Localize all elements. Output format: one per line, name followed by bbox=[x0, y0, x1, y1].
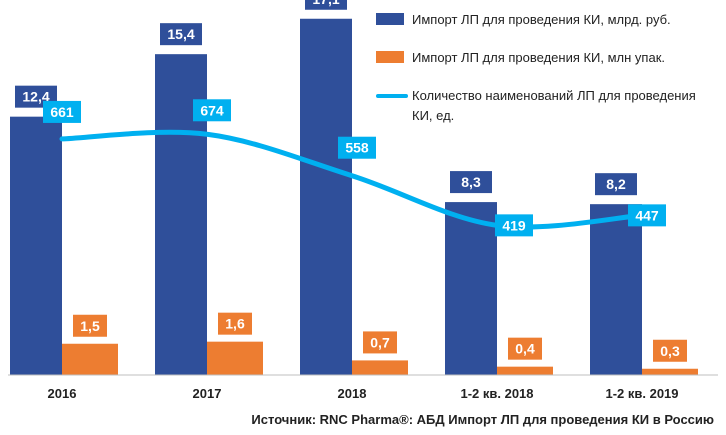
legend-label-orange: Импорт ЛП для проведения КИ, млн упак. bbox=[412, 50, 666, 65]
bar-orange-0 bbox=[62, 343, 118, 375]
source-note: Источник: RNC Pharma®: АБД Импорт ЛП для… bbox=[251, 412, 714, 427]
legend: Импорт ЛП для проведения КИ, млрд. руб. … bbox=[376, 10, 721, 144]
bar-orange-3 bbox=[497, 366, 553, 375]
bar-blue-0 bbox=[10, 116, 62, 376]
label-blue-2: 17,1 bbox=[312, 0, 339, 7]
label-blue-3: 8,3 bbox=[461, 174, 481, 190]
label-orange-1: 1,6 bbox=[225, 316, 245, 332]
label-line-0-box bbox=[43, 100, 81, 123]
label-blue-2-box bbox=[305, 0, 347, 10]
x-tick-label-0: 2016 bbox=[48, 386, 77, 401]
label-orange-0-box bbox=[73, 314, 107, 337]
x-tick-label-2: 2018 bbox=[338, 386, 367, 401]
label-line-1-box bbox=[193, 99, 231, 122]
legend-label-blue: Импорт ЛП для проведения КИ, млрд. руб. bbox=[412, 12, 671, 27]
label-blue-3-box bbox=[450, 171, 492, 194]
label-line-3-box bbox=[495, 214, 533, 237]
bar-orange-2 bbox=[352, 360, 408, 375]
legend-swatch-orange bbox=[376, 51, 404, 63]
label-line-4: 447 bbox=[635, 207, 659, 223]
bar-blue-2 bbox=[300, 18, 352, 375]
label-orange-3-box bbox=[508, 337, 542, 360]
label-blue-4: 8,2 bbox=[606, 176, 626, 192]
legend-item-orange: Импорт ЛП для проведения КИ, млн упак. bbox=[376, 48, 721, 68]
label-line-4-box bbox=[628, 204, 666, 227]
bar-blue-3 bbox=[445, 202, 497, 375]
label-line-2: 558 bbox=[345, 140, 369, 156]
line-series bbox=[59, 129, 645, 230]
label-blue-1-box bbox=[160, 23, 202, 46]
label-orange-0: 1,5 bbox=[80, 318, 100, 334]
label-blue-4-box bbox=[595, 173, 637, 196]
legend-item-blue: Импорт ЛП для проведения КИ, млрд. руб. bbox=[376, 10, 721, 30]
label-orange-2: 0,7 bbox=[370, 334, 390, 350]
label-blue-1: 15,4 bbox=[167, 26, 194, 42]
legend-item-line: Количество наименований ЛП для проведени… bbox=[376, 86, 721, 126]
x-tick-label-1: 2017 bbox=[193, 386, 222, 401]
label-line-0: 661 bbox=[50, 104, 74, 120]
legend-swatch-line bbox=[376, 94, 408, 98]
label-orange-1-box bbox=[218, 312, 252, 335]
x-tick-label-4: 1-2 кв. 2019 bbox=[605, 386, 678, 401]
label-line-3: 419 bbox=[502, 217, 526, 233]
label-line-2-box bbox=[338, 136, 376, 159]
bars-orange-series bbox=[62, 341, 698, 375]
bar-blue-4 bbox=[590, 204, 642, 375]
bar-orange-1 bbox=[207, 341, 263, 375]
label-orange-4-box bbox=[653, 339, 687, 362]
label-line-1: 674 bbox=[200, 102, 224, 118]
legend-label-line: Количество наименований ЛП для проведени… bbox=[412, 88, 696, 123]
label-orange-2-box bbox=[363, 331, 397, 354]
x-tick-label-3: 1-2 кв. 2018 bbox=[460, 386, 533, 401]
bar-orange-4 bbox=[642, 368, 698, 375]
label-orange-3: 0,4 bbox=[515, 341, 535, 357]
label-blue-0: 12,4 bbox=[22, 89, 49, 105]
label-orange-4: 0,3 bbox=[660, 343, 680, 359]
legend-swatch-blue bbox=[376, 13, 404, 25]
